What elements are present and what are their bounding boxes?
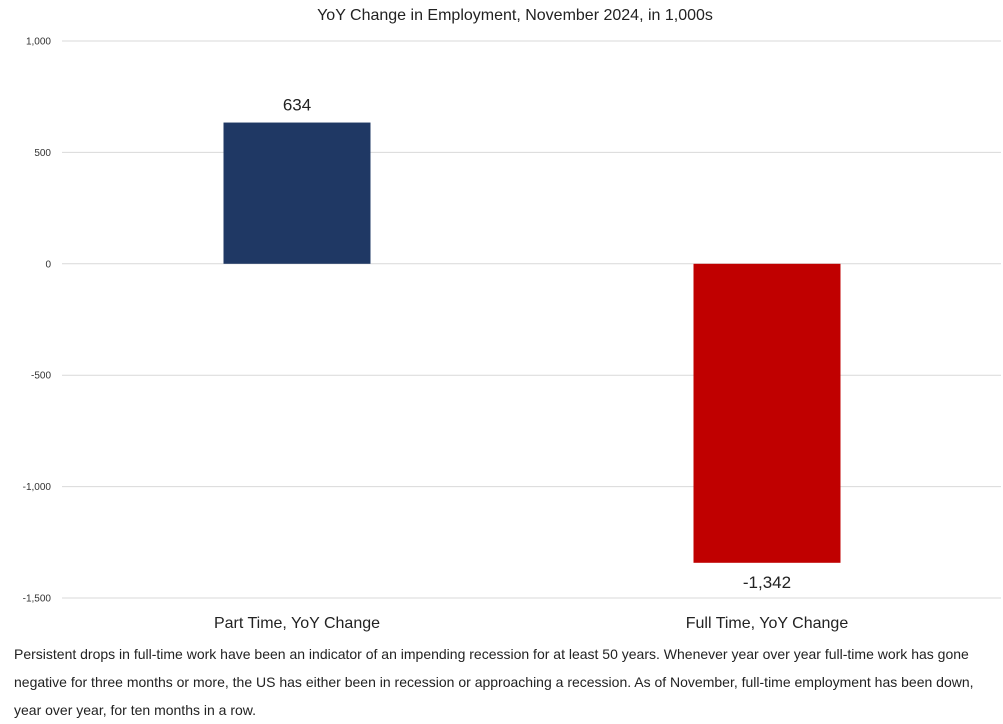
y-axis-ticks: 1,000 500 0 -500 -1,000 -1,500 xyxy=(23,37,52,605)
y-tick-label: -1,500 xyxy=(23,594,52,605)
data-label: -1,342 xyxy=(743,573,791,592)
data-labels: 634 -1,342 xyxy=(283,96,791,592)
bar-chart: YoY Change in Employment, November 2024,… xyxy=(23,7,1001,632)
category-label: Full Time, YoY Change xyxy=(686,615,849,632)
category-label: Part Time, YoY Change xyxy=(214,615,380,632)
gridlines xyxy=(62,40,1001,599)
data-label: 634 xyxy=(283,96,311,115)
chart-title: YoY Change in Employment, November 2024,… xyxy=(317,7,713,24)
chart-caption: Persistent drops in full-time work have … xyxy=(14,646,974,718)
bar xyxy=(693,263,841,563)
y-tick-label: 0 xyxy=(45,259,51,270)
bars xyxy=(223,122,841,563)
y-tick-label: 1,000 xyxy=(26,37,51,48)
y-tick-label: -1,000 xyxy=(23,482,52,493)
category-labels: Part Time, YoY Change Full Time, YoY Chan… xyxy=(214,615,848,632)
y-tick-label: 500 xyxy=(34,148,51,159)
y-tick-label: -500 xyxy=(31,371,51,382)
bar xyxy=(223,122,371,264)
